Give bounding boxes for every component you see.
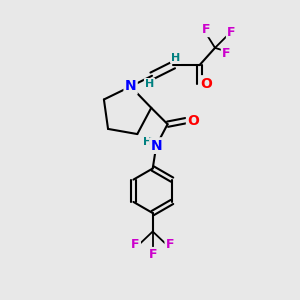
Text: F: F [131, 238, 140, 251]
Text: N: N [125, 80, 136, 94]
Text: O: O [200, 76, 212, 91]
Text: N: N [151, 139, 162, 153]
Text: F: F [202, 23, 210, 36]
Text: H: H [171, 53, 180, 63]
Text: F: F [166, 238, 174, 251]
Text: H: H [143, 137, 152, 147]
Text: H: H [145, 79, 154, 89]
Text: F: F [227, 26, 236, 40]
Text: O: O [187, 114, 199, 128]
Text: F: F [148, 248, 157, 261]
Text: F: F [222, 47, 231, 60]
